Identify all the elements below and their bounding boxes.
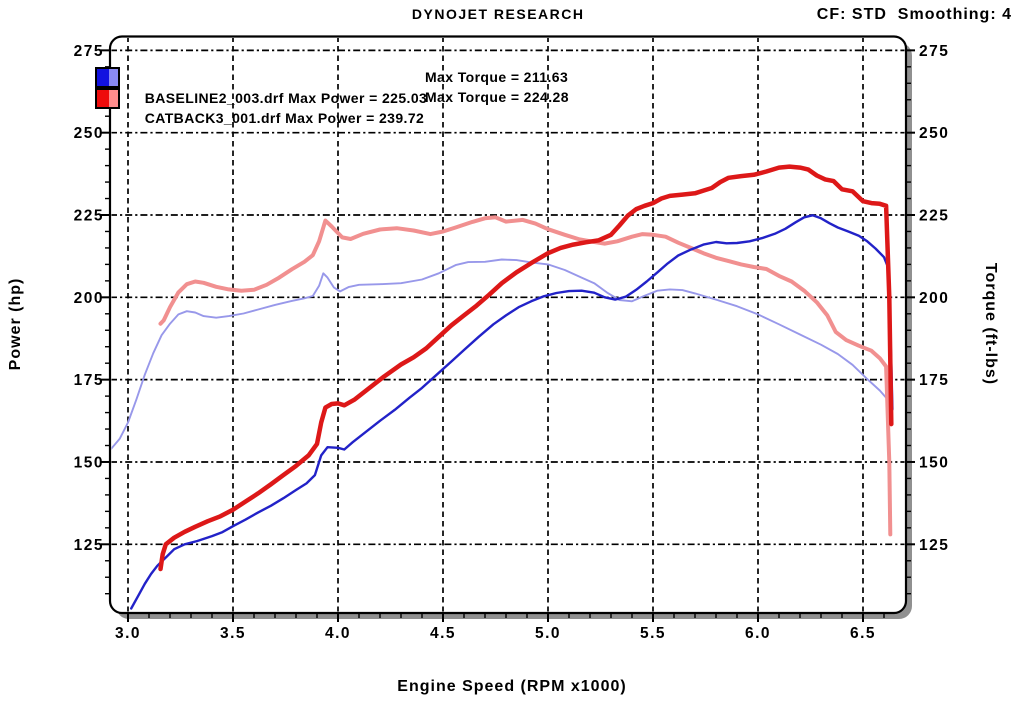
- catback-file-and-max-power: CATBACK3_001.drf Max Power = 239.72: [144, 110, 425, 126]
- catback-max-torque: Max Torque = 224.28: [425, 89, 569, 105]
- axis-tick-labels: 125 125 150 150 175 175 200 200 225 225 250 250 275 2…: [74, 43, 949, 642]
- grid-lines: [111, 38, 905, 612]
- right-axis-tick-label: 275: [919, 43, 949, 60]
- x-axis-tick-label: 5.5: [640, 625, 666, 642]
- right-axis-tick-label: 150: [919, 454, 949, 471]
- curve-baseline_torque: [111, 258, 894, 450]
- right-axis-tick-label: 125: [919, 537, 949, 554]
- left-axis-tick-label: 150: [74, 454, 104, 471]
- left-axis-title: Power (hp): [7, 277, 24, 371]
- plot-frame-border: [108, 35, 908, 615]
- catback-torque-color-chip: [109, 90, 118, 107]
- x-axis-title: Engine Speed (RPM x1000): [397, 678, 627, 695]
- x-axis-tick-label: 3.0: [115, 625, 141, 642]
- x-axis-tick-label: 5.0: [535, 625, 561, 642]
- baseline-series-swatch-icon: [95, 67, 120, 88]
- right-axis-tick-label: 225: [919, 208, 949, 225]
- catback-power-color-chip: [97, 90, 110, 107]
- curve-baseline_power: [130, 214, 894, 610]
- axis-ticks: [101, 49, 915, 622]
- x-axis-tick-label: 3.5: [220, 625, 246, 642]
- plot-background: [110, 36, 906, 613]
- legend-row-baseline: BASELINE2_003.drf Max Power = 225.03 Max…: [119, 67, 739, 106]
- left-axis-tick-label: 250: [74, 125, 104, 142]
- baseline-power-color-chip: [97, 69, 110, 86]
- legend-row-catback: CATBACK3_001.drf Max Power = 239.72 Max …: [119, 87, 739, 126]
- right-axis-tick-label: 175: [919, 372, 949, 389]
- left-axis-tick-label: 275: [74, 43, 104, 60]
- left-axis-tick-label: 175: [74, 372, 104, 389]
- x-axis-tick-label: 4.0: [325, 625, 351, 642]
- left-axis-tick-label: 200: [74, 290, 104, 307]
- x-axis-tick-label: 6.5: [850, 625, 876, 642]
- baseline-torque-color-chip: [109, 69, 118, 86]
- left-axis-tick-label: 125: [74, 537, 104, 554]
- curve-catback_power: [158, 164, 894, 572]
- baseline-max-torque: Max Torque = 211.63: [425, 69, 569, 85]
- x-axis-tick-label: 6.0: [745, 625, 771, 642]
- right-axis-title: Torque (ft-lbs): [982, 262, 999, 386]
- dyno-curves: [111, 164, 894, 610]
- x-axis-tick-label: 4.5: [430, 625, 456, 642]
- curve-catback_torque: [158, 215, 893, 537]
- baseline-file-and-max-power: BASELINE2_003.drf Max Power = 225.03: [144, 90, 428, 106]
- correction-smoothing-settings: CF: STD Smoothing: 4: [816, 6, 1012, 23]
- catback-series-swatch-icon: [95, 88, 120, 109]
- page-title: DYNOJET RESEARCH: [411, 6, 585, 22]
- left-axis-tick-label: 225: [74, 208, 104, 225]
- right-axis-tick-label: 200: [919, 290, 949, 307]
- right-axis-tick-label: 250: [919, 125, 949, 142]
